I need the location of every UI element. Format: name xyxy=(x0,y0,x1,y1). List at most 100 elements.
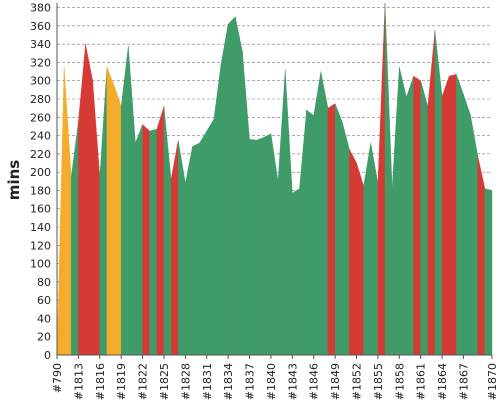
x-tick-label: #1828 xyxy=(179,363,192,400)
area-segment-pass xyxy=(334,103,343,356)
area-segment-pass xyxy=(135,124,143,356)
area-segment-pass xyxy=(163,106,172,356)
y-tick-label: 300 xyxy=(30,75,51,88)
x-tick-label: #1840 xyxy=(265,363,278,400)
x-tick-label: #1858 xyxy=(393,363,406,400)
area-segment-fail xyxy=(441,76,450,356)
y-axis-label: mins xyxy=(5,160,23,200)
x-tick-label: #1855 xyxy=(372,363,385,400)
y-tick-label: 200 xyxy=(30,166,51,179)
area-segment-pass xyxy=(391,66,400,356)
area-segment-pass xyxy=(313,71,322,356)
area-segment-pass xyxy=(149,128,158,356)
area-segment-pass xyxy=(384,2,393,356)
x-tick-label: #1843 xyxy=(286,363,299,400)
y-tick-label: 20 xyxy=(37,331,51,344)
x-tick-label: #1849 xyxy=(329,363,342,400)
area-segment-pass xyxy=(213,64,222,356)
area-segment-pass xyxy=(242,51,250,356)
x-tick-label: #1870 xyxy=(486,363,499,400)
y-tick-label: 380 xyxy=(30,2,51,15)
area-segment-pass xyxy=(320,71,329,356)
x-tick-label: #1867 xyxy=(457,363,470,400)
area-segment-fail xyxy=(156,106,165,356)
area-segment-fail xyxy=(356,162,364,356)
area-segment-fail xyxy=(377,2,386,356)
area-segment-fail xyxy=(427,30,436,356)
area-segment-pass xyxy=(363,142,371,356)
y-tick-label: 340 xyxy=(30,38,51,51)
x-tick-label: #1861 xyxy=(415,363,428,400)
y-tick-label: 220 xyxy=(30,148,51,161)
y-tick-label: 320 xyxy=(30,56,51,69)
y-tick-label: 260 xyxy=(30,111,51,124)
area-segment-fail xyxy=(92,80,100,356)
area-segment-pass xyxy=(206,118,215,356)
area-segment-pass xyxy=(399,66,407,356)
area-segment-pass xyxy=(249,139,257,356)
area-segment-pass xyxy=(406,76,414,356)
area-segment-pass xyxy=(277,69,286,356)
y-tick-label: 100 xyxy=(30,258,51,271)
area-segment-warn xyxy=(113,85,122,356)
y-tick-label: 60 xyxy=(37,294,51,307)
area-segment-pass xyxy=(192,142,200,356)
y-tick-label: 120 xyxy=(30,239,51,252)
y-tick-label: 240 xyxy=(30,130,51,143)
y-tick-label: 360 xyxy=(30,20,51,33)
x-tick-label: #1825 xyxy=(158,363,171,400)
area-segment-pass xyxy=(484,188,493,356)
y-tick-label: 140 xyxy=(30,221,51,234)
area-segment-pass xyxy=(299,109,307,356)
area-segment-pass xyxy=(342,121,350,356)
y-tick-labels: 0 20 40 60 80 100 120 140 160 180 200 220 240 260 280 3… xyxy=(30,2,51,362)
duration-area-segments xyxy=(56,2,493,356)
area-segment-pass xyxy=(470,115,478,356)
area-segment-fail xyxy=(413,75,421,356)
y-tick-label: 0 xyxy=(44,349,51,362)
x-tick-label: #1816 xyxy=(94,363,107,400)
x-tick-label: #1813 xyxy=(72,363,85,400)
area-segment-pass xyxy=(263,133,272,356)
area-segment-pass xyxy=(120,45,129,356)
area-segment-pass xyxy=(292,188,300,356)
area-segment-pass xyxy=(128,45,136,356)
area-segment-pass xyxy=(370,142,379,356)
area-segment-fail xyxy=(449,74,457,356)
y-tick-label: 160 xyxy=(30,203,51,216)
y-tick-label: 80 xyxy=(37,276,51,289)
y-tick-label: 40 xyxy=(37,312,51,325)
area-segment-pass xyxy=(270,133,279,356)
area-segment-warn xyxy=(56,66,65,356)
area-segment-pass xyxy=(456,74,464,356)
area-segment-pass xyxy=(99,66,108,356)
area-segment-fail xyxy=(85,44,93,356)
x-tick-label: #790 xyxy=(51,363,64,393)
area-segment-pass xyxy=(235,16,243,356)
area-segment-fail xyxy=(349,149,357,356)
area-segment-pass xyxy=(71,121,79,356)
y-tick-label: 180 xyxy=(30,184,51,197)
area-segment-warn xyxy=(106,66,115,356)
area-segment-fail xyxy=(327,103,336,356)
x-tick-label: #1819 xyxy=(115,363,128,400)
x-tick-labels: #790 #1813 #1816 #1819 #1822 #1825 #1828 #1831 #… xyxy=(51,355,499,400)
area-segment-fail xyxy=(477,155,486,356)
area-segment-pass xyxy=(306,109,314,356)
area-segment-pass xyxy=(420,80,429,356)
x-tick-label: #1852 xyxy=(351,363,364,400)
area-segment-warn xyxy=(63,66,72,356)
area-segment-fail xyxy=(78,44,86,356)
area-segment-pass xyxy=(256,137,264,356)
area-segment-pass xyxy=(463,94,471,356)
area-segment-pass xyxy=(199,130,207,356)
x-tick-label: #1846 xyxy=(308,363,321,400)
x-tick-label: #1822 xyxy=(137,363,150,400)
area-segment-pass xyxy=(227,16,236,356)
x-tick-label: #1834 xyxy=(222,363,235,400)
area-segment-pass xyxy=(220,23,229,356)
x-tick-label: #1864 xyxy=(436,363,449,400)
area-segment-pass xyxy=(185,146,193,356)
y-tick-label: 280 xyxy=(30,93,51,106)
